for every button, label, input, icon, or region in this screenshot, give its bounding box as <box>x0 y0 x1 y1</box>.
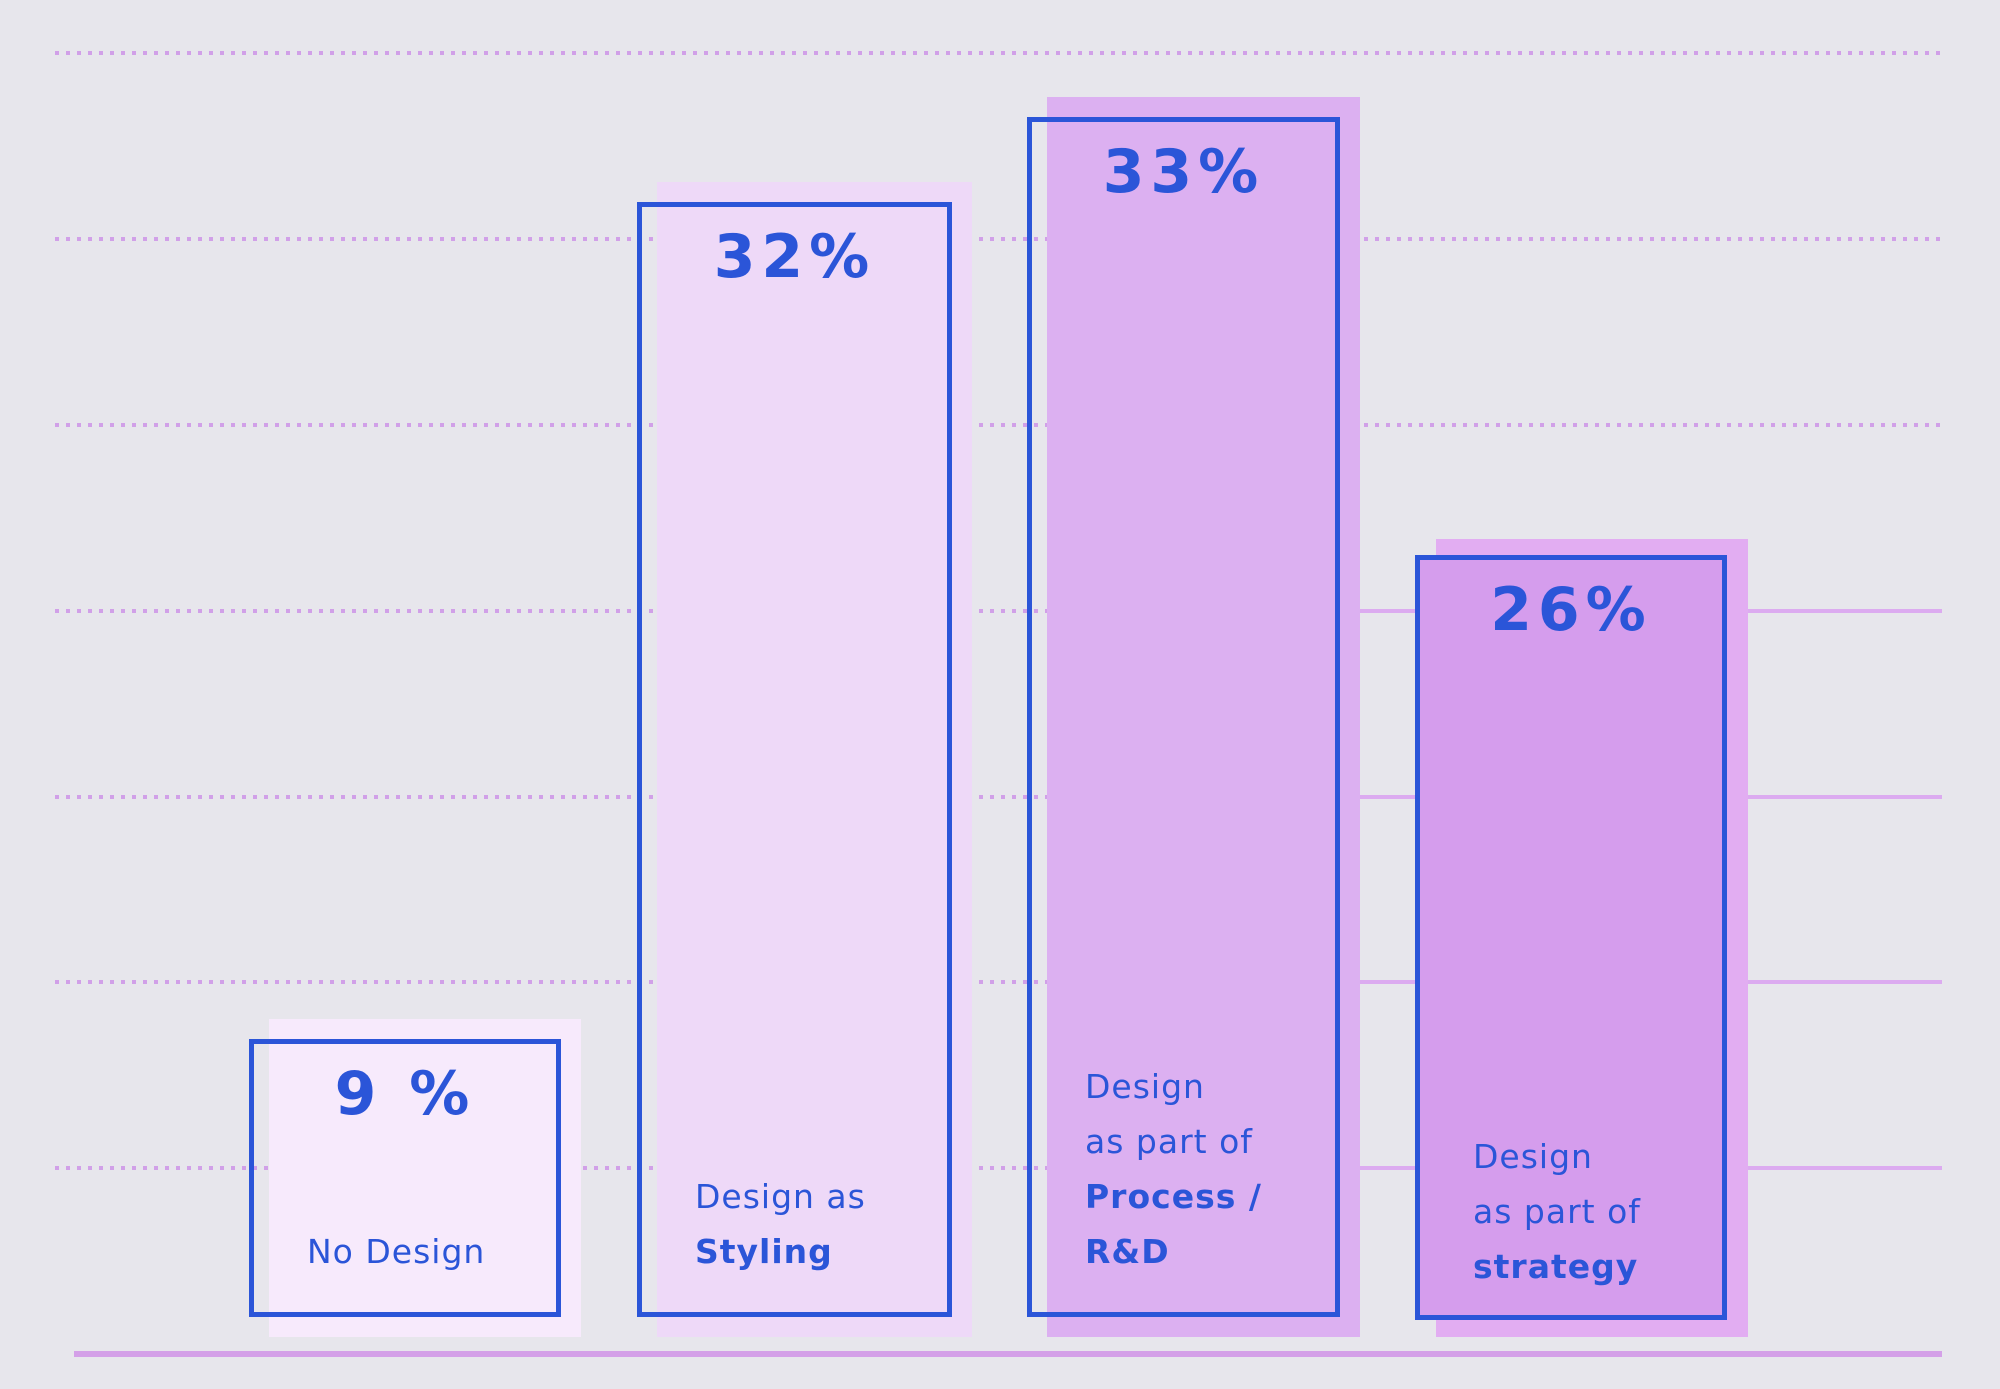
bar-value-label: 9 % <box>334 1059 476 1129</box>
bar-category-label-line: No Design <box>307 1232 486 1271</box>
dotted-gridline <box>55 1166 1943 1170</box>
bar-fill-shadow <box>657 182 972 1337</box>
bar-value-label: 33% <box>1102 137 1265 207</box>
dotted-gridline <box>55 51 1943 55</box>
bar-value-label: 32% <box>713 222 876 292</box>
bar-category-label-line: strategy <box>1473 1247 1639 1286</box>
bar-category-label: Design as Styling <box>695 1169 866 1279</box>
dotted-gridline <box>55 980 1943 984</box>
bar-fill-shadow <box>1047 97 1360 1337</box>
dotted-gridline <box>55 237 1943 241</box>
bar-category-label: No Design <box>307 1224 485 1279</box>
bar-fill-shadow <box>269 1019 581 1337</box>
bar-category-label-line: as part of <box>1085 1122 1253 1161</box>
bar-outline <box>637 202 952 1317</box>
bar-category-label-line: Design as <box>695 1177 866 1216</box>
bar-outline <box>1415 555 1727 1320</box>
bar-category-label-line: R&D <box>1085 1232 1170 1271</box>
bar-category-label-line: Process / <box>1085 1177 1262 1216</box>
bar-outline <box>249 1039 561 1317</box>
bar-value-label: 26% <box>1490 575 1652 645</box>
bar-category-label-line: as part of <box>1473 1192 1641 1231</box>
bar-category-label: Design as part of strategy <box>1473 1129 1641 1294</box>
x-axis-baseline <box>74 1351 1942 1357</box>
dotted-gridline <box>55 609 1943 613</box>
dotted-gridline <box>55 795 1943 799</box>
bar-category-label-line: Design <box>1085 1067 1205 1106</box>
bar-category-label: Design as part of Process / R&D <box>1085 1059 1262 1279</box>
bar-outline <box>1027 117 1340 1317</box>
bar-category-label-line: Styling <box>695 1232 833 1271</box>
bar-category-label-line: Design <box>1473 1137 1593 1176</box>
dotted-gridline <box>55 423 1943 427</box>
